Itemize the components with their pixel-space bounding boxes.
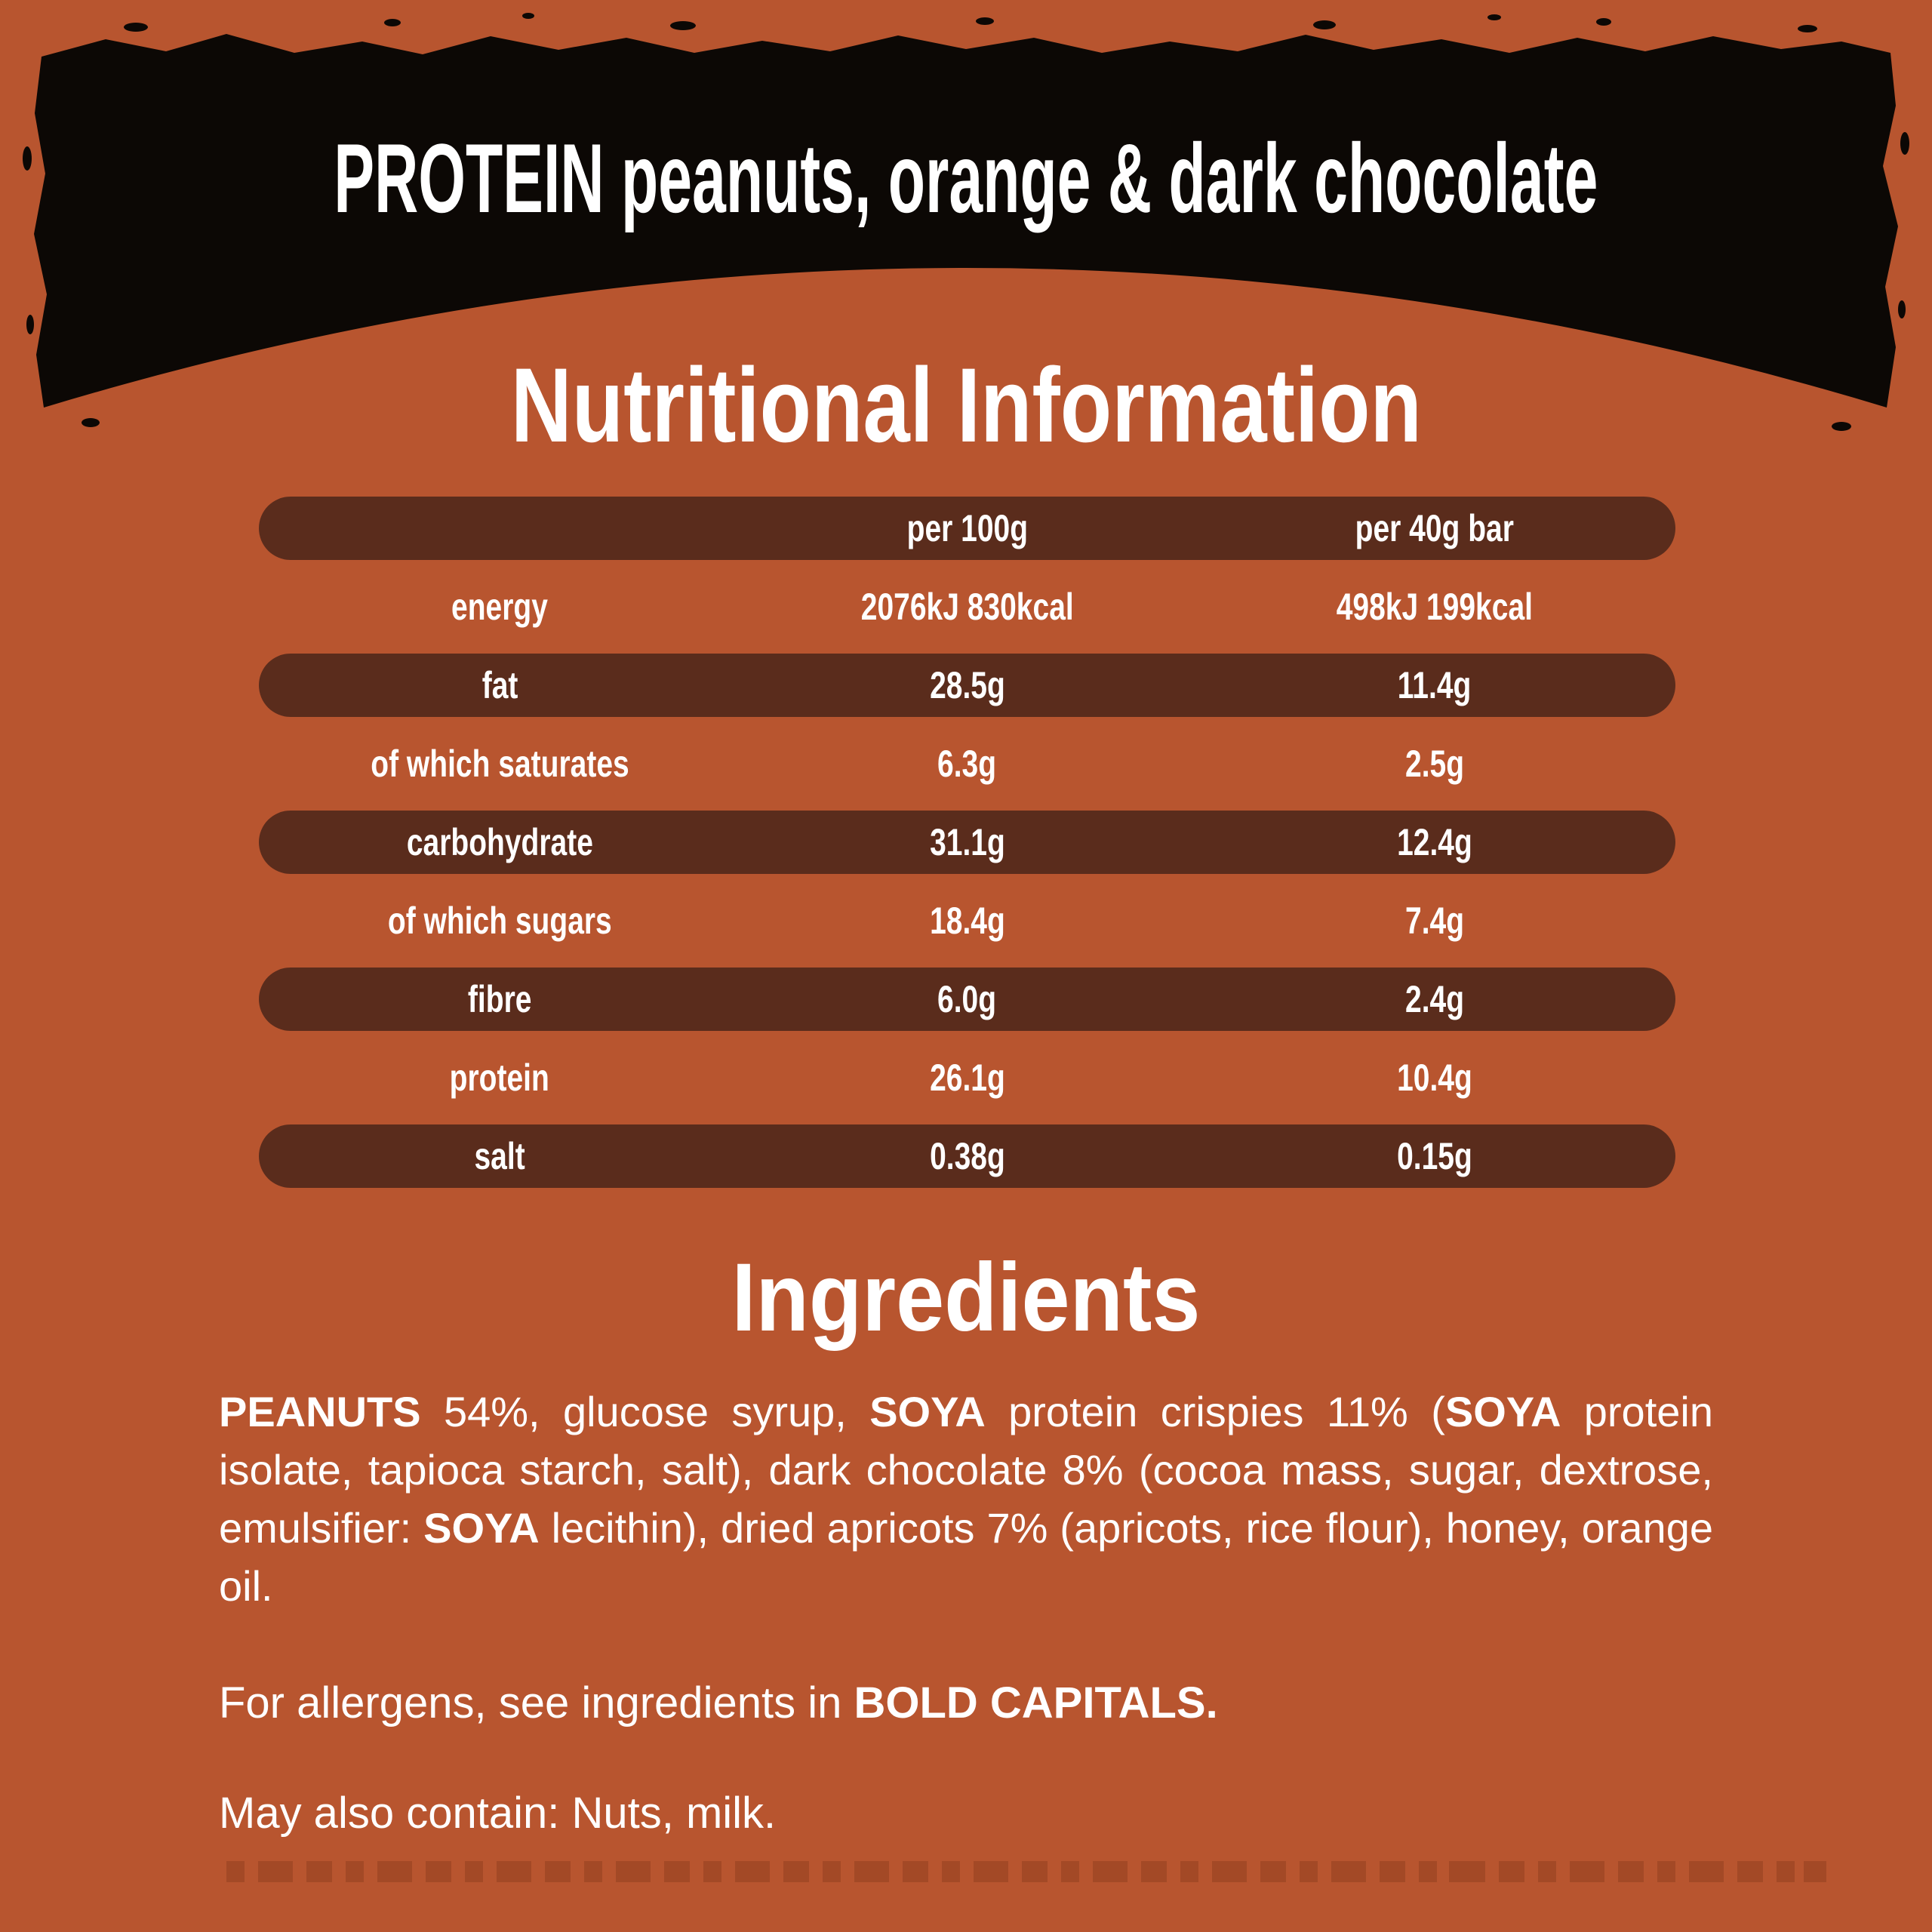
row-label: fat xyxy=(481,664,518,706)
may-contain-note: May also contain: Nuts, milk. xyxy=(219,1789,777,1838)
row-label: of which sugars xyxy=(387,900,612,942)
value-per-100g: 28.5g xyxy=(929,664,1005,706)
value-per-100g: 31.1g xyxy=(929,821,1005,863)
nutrition-table: per 100g per 40g bar energy 2076kJ 830kc… xyxy=(259,489,1675,1195)
table-row-energy: energy 2076kJ 830kcal 498kJ 199kcal xyxy=(259,568,1675,646)
table-row-saturates: of which saturates 6.3g 2.5g xyxy=(259,724,1675,803)
column-header-per-40g-bar: per 40g bar xyxy=(1355,507,1515,549)
row-label: protein xyxy=(449,1057,550,1099)
table-row-protein: protein 26.1g 10.4g xyxy=(259,1038,1675,1117)
ingredients-text: PEANUTS 54%, glucose syrup, SOYA protein… xyxy=(219,1388,1713,1610)
row-label: energy xyxy=(451,586,549,628)
table-row-salt: salt 0.38g 0.15g xyxy=(259,1117,1675,1195)
value-per-100g: 26.1g xyxy=(929,1057,1005,1099)
column-header-per-100g: per 100g xyxy=(906,507,1028,549)
nutrition-heading: Nutritional Information xyxy=(510,346,1422,464)
allergen-note: For allergens, see ingredients in BOLD C… xyxy=(219,1678,1218,1727)
value-per-40g: 12.4g xyxy=(1397,821,1472,863)
value-per-40g: 7.4g xyxy=(1404,900,1464,942)
row-label: of which saturates xyxy=(370,743,629,785)
ingredients-heading: Ingredients xyxy=(731,1244,1201,1352)
value-per-40g: 498kJ 199kcal xyxy=(1336,586,1534,628)
allergen-soya: SOYA xyxy=(869,1388,986,1435)
column-header-blank xyxy=(259,506,740,550)
value-per-40g: 10.4g xyxy=(1397,1057,1472,1099)
value-per-100g: 18.4g xyxy=(929,900,1005,942)
grunge-speckles xyxy=(23,13,1909,431)
value-per-100g: 6.0g xyxy=(937,978,997,1020)
table-row-fat: fat 28.5g 11.4g xyxy=(259,646,1675,724)
allergen-peanuts: PEANUTS xyxy=(219,1388,421,1435)
table-header-row: per 100g per 40g bar xyxy=(259,489,1675,568)
row-label: salt xyxy=(474,1135,525,1177)
table-row-carbohydrate: carbohydrate 31.1g 12.4g xyxy=(259,803,1675,881)
cutoff-text-artifact xyxy=(226,1861,1826,1882)
header-banner-shape xyxy=(23,13,1909,431)
value-per-40g: 2.5g xyxy=(1404,743,1464,785)
value-per-100g: 0.38g xyxy=(929,1135,1005,1177)
row-label: fibre xyxy=(467,978,532,1020)
table-row-fibre: fibre 6.0g 2.4g xyxy=(259,960,1675,1038)
value-per-40g: 2.4g xyxy=(1404,978,1464,1020)
allergen-soya: SOYA xyxy=(1444,1388,1561,1435)
allergen-soya: SOYA xyxy=(423,1504,540,1552)
table-row-sugars: of which sugars 18.4g 7.4g xyxy=(259,881,1675,960)
row-label: carbohydrate xyxy=(406,821,593,863)
value-per-40g: 11.4g xyxy=(1398,664,1472,706)
product-title: PROTEIN peanuts, orange & dark chocolate xyxy=(0,122,1932,233)
value-per-40g: 0.15g xyxy=(1397,1135,1472,1177)
value-per-100g: 2076kJ 830kcal xyxy=(860,586,1074,628)
product-title-text: PROTEIN peanuts, orange & dark chocolate xyxy=(334,122,1598,233)
value-per-100g: 6.3g xyxy=(937,743,997,785)
